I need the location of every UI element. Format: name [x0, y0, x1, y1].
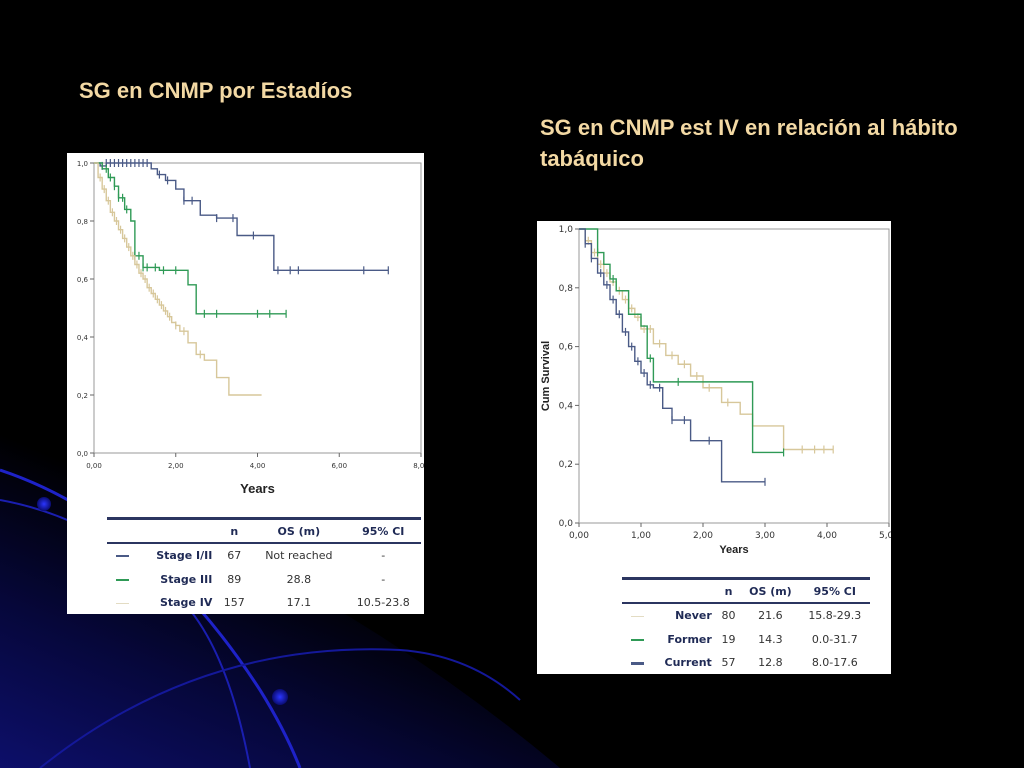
x-tick-label: 5,00 [879, 531, 891, 541]
x-tick-label: 4,00 [817, 531, 837, 541]
row-n: 67 [227, 549, 242, 563]
row-ci: 0.0-31.7 [811, 632, 858, 646]
y-tick-label: 0,4 [559, 401, 574, 411]
row-ci: 15.8-29.3 [808, 609, 862, 623]
table-row: Stage III 89 28.8 - [107, 568, 421, 592]
legend-line [630, 615, 644, 617]
x-tick-label: 8,00 [413, 462, 424, 470]
row-ci: 10.5-23.8 [345, 591, 421, 614]
row-os: 28.8 [286, 572, 312, 586]
legend-line [115, 555, 129, 558]
survival-table-stage: n OS (m) 95% CI Stage I/II 67 Not reache… [107, 517, 421, 614]
x-tick-label: 1,00 [631, 531, 651, 541]
row-os: 12.8 [741, 651, 800, 674]
table-row: Stage IV 157 17.1 10.5-23.8 [107, 591, 421, 614]
header-legend [622, 577, 652, 604]
plot-frame [578, 228, 890, 524]
legend-swatch-never [622, 603, 652, 628]
y-tick-label: 0,2 [559, 460, 573, 470]
y-tick-label: 0,6 [77, 276, 89, 284]
x-tick-label: 2,00 [693, 531, 713, 541]
header-n: n [715, 577, 742, 604]
header-os: OS (m) [741, 577, 800, 604]
row-group: Current [652, 651, 716, 674]
table-header-row: n OS (m) 95% CI [622, 577, 870, 604]
y-tick-label: 0,0 [77, 450, 88, 458]
legend-swatch-current [622, 651, 652, 674]
decor-dot-2 [272, 689, 288, 705]
row-n: 89 [227, 572, 242, 586]
y-tick-label: 0,6 [559, 343, 574, 353]
survival-table-smoking: n OS (m) 95% CI Never 80 21.6 15.8-29.3 … [622, 577, 870, 674]
row-ci: - [381, 572, 386, 586]
y-tick-label: 0,8 [559, 284, 574, 294]
km-chart-stage: 0,0 0,2 0,4 0,6 0,8 1,0 0,00 2,00 4,00 6,00 8,00 Ye… [77, 159, 424, 496]
plot-frame [93, 162, 422, 454]
legend-line [115, 578, 129, 581]
row-n: 157 [216, 591, 253, 614]
x-tick-label: 6,00 [331, 462, 347, 470]
table-row: Current 57 12.8 8.0-17.6 [622, 651, 870, 674]
decor-arc-3 [39, 648, 521, 768]
header-legend [107, 517, 137, 544]
series-line-stage-i-ii [94, 162, 389, 271]
table-header-row: n OS (m) 95% CI [107, 517, 421, 544]
row-group: Never [675, 609, 712, 623]
row-ci: - [381, 549, 386, 563]
header-ci: 95% CI [799, 577, 870, 604]
row-n: 80 [721, 609, 736, 623]
y-tick-label: 0,4 [77, 334, 89, 342]
y-tick-label: 1,0 [77, 160, 88, 168]
row-n: 19 [721, 632, 736, 646]
row-group: Former [667, 632, 712, 646]
km-chart-smoking: 0,0 0,2 0,4 0,6 0,8 1,0 0,00 1,00 2,00 3,00 4,00 5,… [540, 225, 891, 556]
legend-swatch-stage-iii [107, 568, 137, 592]
decor-dot-1 [37, 497, 51, 511]
x-tick-label: 3,00 [755, 531, 775, 541]
x-axis-label: Years [240, 481, 275, 496]
row-group: Stage I/II [156, 549, 213, 563]
series-line-former [579, 228, 784, 454]
table-row: Stage I/II 67 Not reached - [107, 543, 421, 568]
header-n: n [216, 517, 253, 544]
y-tick-label: 1,0 [559, 225, 574, 235]
x-axis-label: Years [719, 544, 748, 556]
row-group: Stage III [160, 572, 213, 586]
legend-line [115, 602, 129, 604]
header-os: OS (m) [252, 517, 346, 544]
table-row: Never 80 21.6 15.8-29.3 [622, 603, 870, 628]
slide-title-left: SG en CNMP por Estadíos [79, 78, 353, 103]
row-n: 57 [715, 651, 742, 674]
row-os: 14.3 [758, 632, 783, 646]
header-ci: 95% CI [345, 517, 421, 544]
series-line-stage-iii [94, 162, 287, 315]
x-tick-label: 2,00 [168, 462, 184, 470]
slide-title-right: SG en CNMP est IV en relación al hábito … [540, 115, 958, 171]
row-group: Stage IV [137, 591, 217, 614]
row-ci: 8.0-17.6 [799, 651, 870, 674]
table-row: Former 19 14.3 0.0-31.7 [622, 628, 870, 652]
legend-swatch-stage-i-ii [107, 543, 137, 568]
x-tick-label: 4,00 [250, 462, 266, 470]
km-panel-smoking: 0,0 0,2 0,4 0,6 0,8 1,0 0,00 1,00 2,00 3,00 4,00 5,… [537, 221, 891, 674]
legend-swatch-stage-iv [107, 591, 137, 614]
legend-line [630, 661, 644, 665]
x-tick-label: 0,00 [569, 531, 589, 541]
y-tick-label: 0,8 [77, 218, 88, 226]
header-group [137, 517, 217, 544]
y-tick-label: 0,0 [559, 519, 574, 529]
series-line-stage-iv [94, 162, 262, 396]
series-line-current [579, 228, 765, 483]
row-os: 21.6 [758, 609, 783, 623]
series-line-never [579, 228, 834, 451]
row-os: 17.1 [252, 591, 346, 614]
legend-line [630, 638, 644, 641]
header-group [652, 577, 716, 604]
km-panel-stage: 0,0 0,2 0,4 0,6 0,8 1,0 0,00 2,00 4,00 6,00 8,00 Ye… [67, 153, 424, 614]
y-axis-label: Cum Survival [540, 341, 552, 411]
y-tick-label: 0,2 [77, 392, 88, 400]
x-tick-label: 0,00 [86, 462, 102, 470]
row-os: Not reached [265, 549, 333, 563]
legend-swatch-former [622, 628, 652, 652]
